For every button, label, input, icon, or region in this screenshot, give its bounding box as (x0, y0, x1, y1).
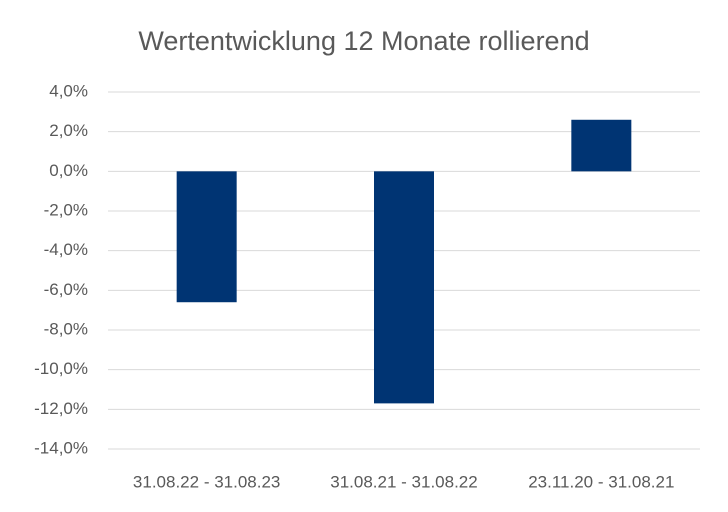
y-tick-label: -2,0% (44, 200, 88, 219)
y-tick-label: -6,0% (44, 280, 88, 299)
y-tick-label: -12,0% (34, 399, 88, 418)
y-tick-label: 4,0% (49, 81, 88, 100)
y-tick-label: -4,0% (44, 240, 88, 259)
x-tick-label: 31.08.21 - 31.08.22 (330, 472, 477, 491)
y-tick-label: 2,0% (49, 121, 88, 140)
bar (374, 171, 434, 404)
y-tick-label: 0,0% (49, 161, 88, 180)
bar (571, 119, 632, 172)
y-tick-label: -14,0% (34, 438, 88, 457)
y-tick-label: -8,0% (44, 319, 88, 338)
bar (176, 171, 237, 303)
chart-title: Wertentwicklung 12 Monate rollierend (138, 26, 589, 56)
y-tick-label: -10,0% (34, 359, 88, 378)
x-tick-label: 31.08.22 - 31.08.23 (133, 472, 280, 491)
x-tick-label: 23.11.20 - 31.08.21 (528, 472, 674, 491)
